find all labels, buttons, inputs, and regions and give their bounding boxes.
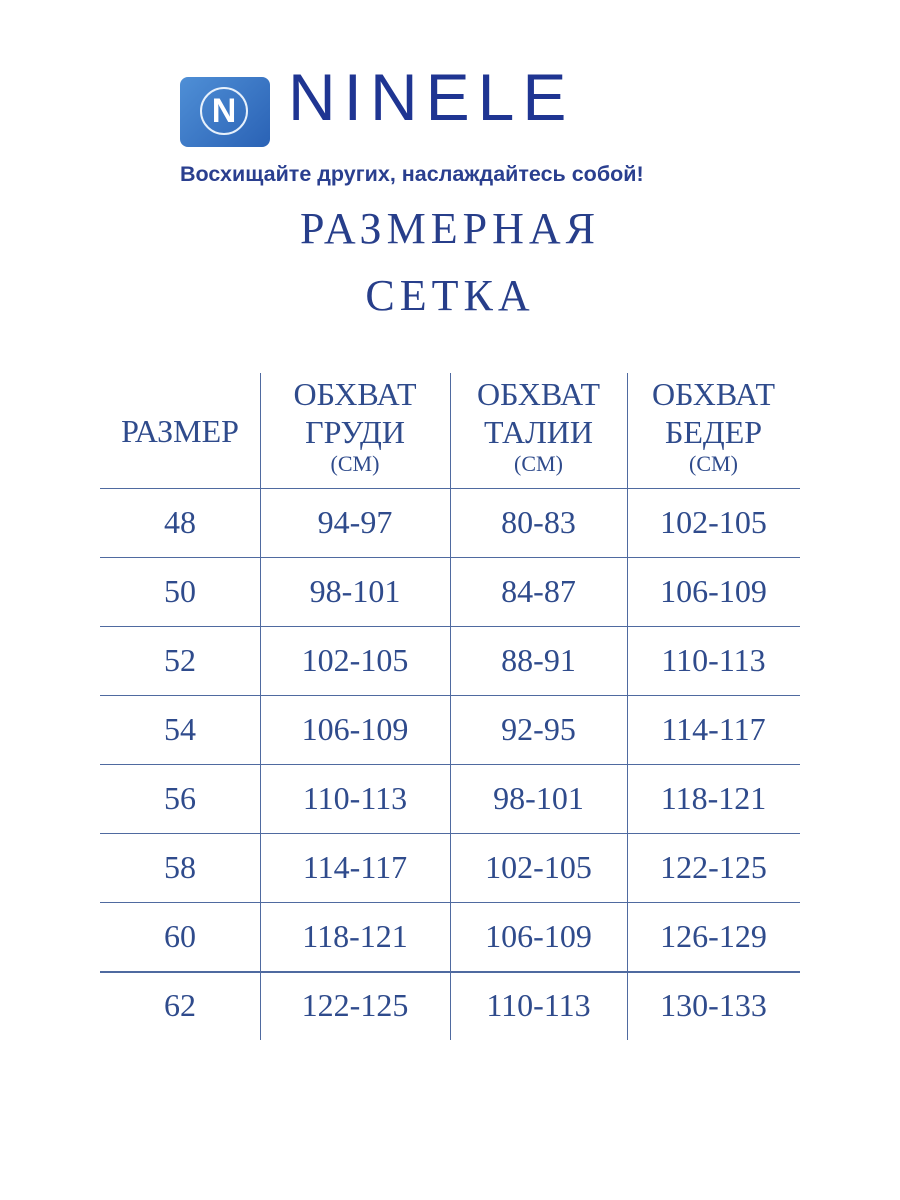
header-line1: РАЗМЕР <box>121 413 239 449</box>
table-cell: 84-87 <box>501 573 576 609</box>
row-divider <box>100 557 800 558</box>
column-divider <box>627 373 628 1040</box>
header-line1: ОБХВАТ <box>293 376 417 412</box>
table-cell: 114-117 <box>302 849 408 885</box>
brand-logo: N NINELE Восхищайте других, наслаждайтес… <box>180 60 760 195</box>
table-cell: 118-121 <box>302 918 408 954</box>
column-divider <box>450 373 451 1040</box>
table-cell: 102-105 <box>485 849 592 885</box>
header-line1: ОБХВАТ <box>477 376 600 412</box>
table-cell: 126-129 <box>660 918 767 954</box>
table-cell: 98-101 <box>309 573 401 609</box>
row-divider <box>100 488 800 489</box>
table-cell: 118-121 <box>660 780 767 816</box>
table-cell: 102-105 <box>660 504 767 540</box>
table-cell: 80-83 <box>501 504 576 540</box>
table-cell: 122-125 <box>660 849 767 885</box>
table-cell: 92-95 <box>501 711 576 747</box>
header-unit: (СМ) <box>514 451 563 476</box>
table-cell: 52 <box>164 642 196 678</box>
header-unit: (СМ) <box>689 451 738 476</box>
table-cell: 130-133 <box>660 987 767 1023</box>
column-header: ОБХВАТ ТАЛИИ (СМ) <box>450 375 627 477</box>
header-line2: ТАЛИИ <box>484 414 593 450</box>
table-cell: 50 <box>164 573 196 609</box>
table-cell: 48 <box>164 504 196 540</box>
header-unit: (СМ) <box>330 451 380 476</box>
row-divider <box>100 626 800 627</box>
header-line1: ОБХВАТ <box>652 376 775 412</box>
row-divider <box>100 764 800 765</box>
logo-wordmark: NINELE <box>288 60 575 134</box>
row-divider <box>100 902 800 903</box>
logo-badge-icon: N <box>180 77 270 147</box>
table-cell: 114-117 <box>661 711 766 747</box>
table-cell: 54 <box>164 711 196 747</box>
column-header: РАЗМЕР <box>100 412 260 450</box>
logo-tagline: Восхищайте других, наслаждайтесь собой! <box>180 162 644 186</box>
table-cell: 106-109 <box>660 573 767 609</box>
table-cell: 122-125 <box>301 987 409 1023</box>
table-cell: 106-109 <box>485 918 592 954</box>
row-divider <box>100 833 800 834</box>
table-cell: 110-113 <box>302 780 408 816</box>
row-divider <box>100 971 800 973</box>
column-divider <box>260 373 261 1040</box>
table-cell: 110-113 <box>486 987 591 1023</box>
page-title-line2: СЕТКА <box>365 271 535 320</box>
table-cell: 58 <box>164 849 196 885</box>
row-divider <box>100 695 800 696</box>
logo-badge-letter: N <box>200 87 248 135</box>
table-cell: 56 <box>164 780 196 816</box>
table-cell: 94-97 <box>317 504 393 540</box>
table-cell: 106-109 <box>301 711 409 747</box>
table-cell: 98-101 <box>493 780 584 816</box>
page-title-line1: РАЗМЕРНАЯ <box>300 204 600 253</box>
table-cell: 102-105 <box>301 642 409 678</box>
table-cell: 60 <box>164 918 196 954</box>
header-line2: БЕДЕР <box>664 414 763 450</box>
header-line2: ГРУДИ <box>305 414 405 450</box>
column-header: ОБХВАТ ГРУДИ (СМ) <box>260 375 450 477</box>
table-cell: 110-113 <box>661 642 766 678</box>
table-cell: 62 <box>164 987 196 1023</box>
table-cell: 88-91 <box>501 642 576 678</box>
column-header: ОБХВАТ БЕДЕР (СМ) <box>627 375 800 477</box>
